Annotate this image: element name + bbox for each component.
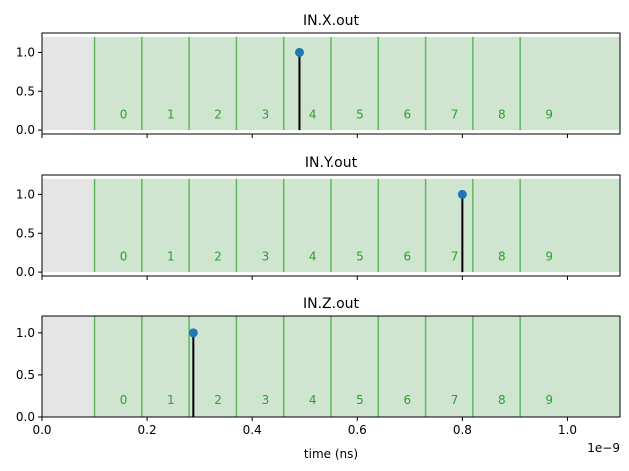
- y-tick-label: 1.0: [16, 326, 35, 340]
- panel-title: IN.Y.out: [305, 155, 358, 171]
- bin-label: 4: [309, 393, 317, 407]
- y-tick-label: 0.0: [16, 265, 35, 279]
- bin-label: 4: [309, 250, 317, 264]
- y-tick-label: 0.5: [16, 84, 35, 98]
- bin-label: 5: [356, 108, 364, 122]
- x-tick-label: 0.8: [453, 423, 472, 437]
- bin-label: 8: [498, 108, 506, 122]
- bin-region: [141, 36, 190, 131]
- data-point-marker: [294, 47, 304, 57]
- y-tick-label: 0.5: [16, 226, 35, 240]
- bin-label: 4: [309, 108, 317, 122]
- bin-region: [189, 36, 237, 131]
- bin-label: 8: [498, 250, 506, 264]
- x-tick-label: 1.0: [558, 423, 577, 437]
- bin-label: 3: [262, 250, 270, 264]
- bin-region: [472, 316, 521, 417]
- bin-region: [472, 36, 521, 131]
- bin-region: [236, 316, 284, 417]
- bin-region: [236, 36, 284, 131]
- data-point-marker: [188, 328, 198, 338]
- bin-region: [141, 178, 190, 273]
- bin-region: [472, 178, 521, 273]
- axes-frame: [41, 315, 621, 418]
- bin-label: 3: [262, 393, 270, 407]
- bin-label: 1: [167, 393, 175, 407]
- bin-label: 2: [214, 393, 222, 407]
- bin-label: 6: [403, 393, 411, 407]
- bin-label: 2: [214, 250, 222, 264]
- bin-region: [189, 178, 237, 273]
- bin-region: [378, 178, 426, 273]
- bin-label: 1: [167, 250, 175, 264]
- y-tick-label: 0.5: [16, 368, 35, 382]
- x-axis-label: time (ns): [304, 447, 358, 461]
- bin-label: 5: [356, 393, 364, 407]
- bin-region: [425, 316, 473, 417]
- x-tick-label: 0.6: [348, 423, 367, 437]
- bin-label: 7: [451, 393, 459, 407]
- data-point-marker: [457, 189, 467, 199]
- panel-3: 0 1 2 3 4 5 6 7 8 9 0.0 0.5 1.0 0.0 0.2 0.4 0.6 0.8 1.0 IN.…: [16, 296, 621, 437]
- axes-frame: [41, 32, 621, 135]
- bin-region: [520, 316, 620, 417]
- unbinned-region: [42, 178, 95, 273]
- unbinned-region: [42, 316, 95, 417]
- bin-label: 7: [451, 108, 459, 122]
- bin-region: [425, 36, 473, 131]
- panel-title: IN.X.out: [303, 13, 360, 29]
- x-tick-label: 0.0: [32, 423, 51, 437]
- bin-region: [331, 178, 379, 273]
- bin-region: [520, 178, 620, 273]
- bin-region: [283, 178, 331, 273]
- x-tick-label: 0.2: [138, 423, 157, 437]
- panel-1: 0 1 2 3 4 5 6 7 8 9 0.0 0.5 1.0 IN.X.out: [16, 13, 621, 138]
- unbinned-region: [42, 36, 95, 131]
- bin-region: [378, 316, 426, 417]
- bin-region: [283, 36, 331, 131]
- bin-region: [283, 316, 331, 417]
- bin-label: 0: [120, 393, 128, 407]
- bin-region: [236, 178, 284, 273]
- panel-2: 0 1 2 3 4 5 6 7 8 9 0.0 0.5 1.0 IN.Y.out: [16, 155, 621, 280]
- bin-region: [94, 36, 142, 131]
- bin-region: [520, 36, 620, 131]
- bin-label: 9: [545, 250, 553, 264]
- bin-label: 0: [120, 108, 128, 122]
- bin-label: 3: [262, 108, 270, 122]
- bin-label: 2: [214, 108, 222, 122]
- bin-label: 8: [498, 393, 506, 407]
- y-tick-label: 0.0: [16, 410, 35, 424]
- x-axis-scale-label: 1e−9: [587, 441, 620, 455]
- bin-label: 9: [545, 108, 553, 122]
- bin-region: [331, 36, 379, 131]
- y-tick-label: 1.0: [16, 45, 35, 59]
- axes-frame: [41, 174, 621, 277]
- bin-region: [331, 316, 379, 417]
- bin-label: 7: [451, 250, 459, 264]
- bin-label: 5: [356, 250, 364, 264]
- bin-region: [94, 178, 142, 273]
- bin-region: [378, 36, 426, 131]
- bin-label: 0: [120, 250, 128, 264]
- x-tick-label: 0.4: [243, 423, 262, 437]
- bin-label: 6: [403, 108, 411, 122]
- bin-region: [141, 316, 190, 417]
- bin-label: 9: [545, 393, 553, 407]
- y-tick-label: 0.0: [16, 123, 35, 137]
- bin-region: [94, 316, 142, 417]
- panel-title: IN.Z.out: [303, 296, 360, 312]
- y-tick-label: 1.0: [16, 187, 35, 201]
- bin-label: 1: [167, 108, 175, 122]
- bin-label: 6: [403, 250, 411, 264]
